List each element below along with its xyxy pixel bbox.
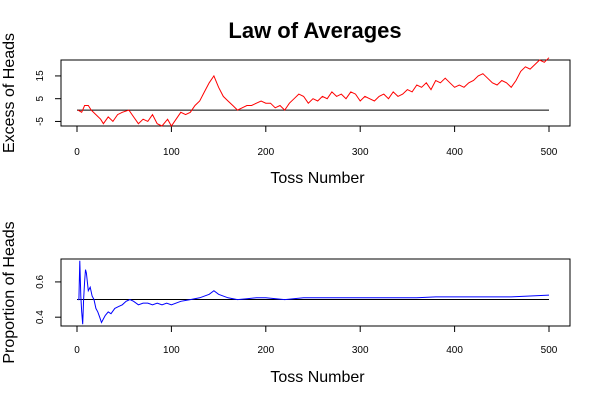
panel1-x-tick-label: 200 xyxy=(257,147,274,158)
panel1-y-tick-label: 15 xyxy=(35,70,46,82)
panel2-plot-frame xyxy=(60,258,571,327)
panel2-x-tick-label: 300 xyxy=(352,345,369,356)
panel1-x-tick-label: 100 xyxy=(163,147,180,158)
panel1-x-tick-label: 300 xyxy=(352,147,369,158)
panel1-x-tick-label: 0 xyxy=(74,147,80,158)
panel2-x-axis-label: Toss Number xyxy=(270,369,365,386)
panel1-y-tick-label: -5 xyxy=(35,117,46,126)
panel1-x-axis-label: Toss Number xyxy=(270,170,365,187)
panel2-series-line-1 xyxy=(77,260,550,325)
panel2-x-tick-label: 500 xyxy=(541,345,558,356)
panel1-series-line-1 xyxy=(77,57,550,127)
panel1-plot-frame xyxy=(60,59,571,127)
panel2-x-tick-label: 100 xyxy=(163,345,180,356)
panel1-x-tick-label: 500 xyxy=(541,147,558,158)
panel1-x-tick-label: 400 xyxy=(446,147,463,158)
panel1-y-axis-label: Excess of Heads xyxy=(1,33,18,153)
panel1-y-tick-label: 5 xyxy=(35,95,46,101)
panel2-x-tick-label: 0 xyxy=(74,345,80,356)
chart-title: Law of Averages xyxy=(228,18,401,43)
panel2-y-tick-label: 0.6 xyxy=(35,275,46,289)
panel2-x-tick-label: 200 xyxy=(257,345,274,356)
panel2-x-tick-label: 400 xyxy=(446,345,463,356)
panel2-y-axis-label: Proportion of Heads xyxy=(1,221,18,363)
panel2-y-tick-label: 0.4 xyxy=(35,310,46,324)
